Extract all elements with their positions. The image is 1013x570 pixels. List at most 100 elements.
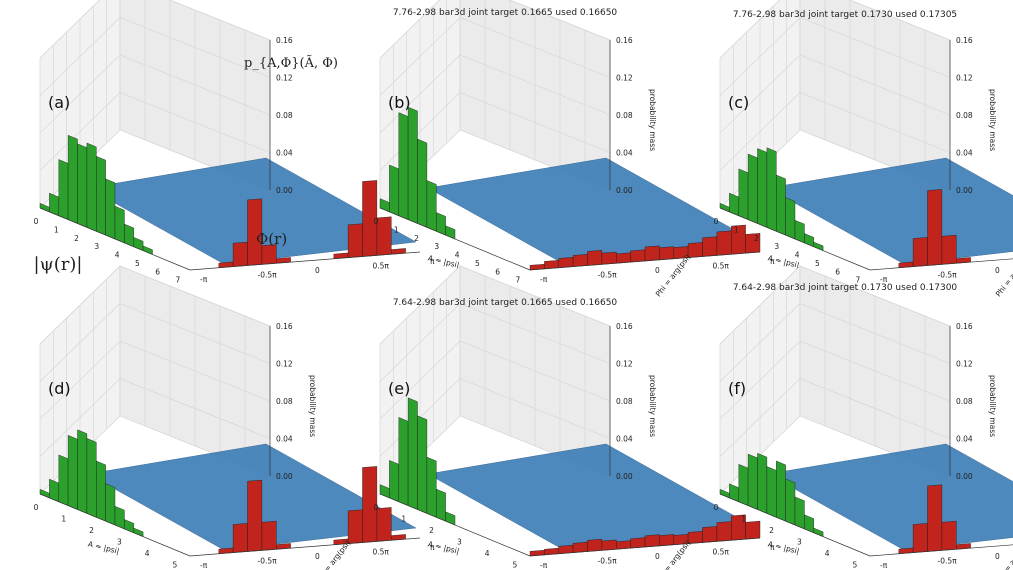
amplitude-tick-label: 1 <box>54 225 59 234</box>
z-axis-label: probability mass <box>988 375 997 437</box>
phase-bar <box>687 242 703 258</box>
amplitude-tick-label: 1 <box>394 225 399 234</box>
amplitude-bar <box>785 478 796 526</box>
amplitude-tick-label: 5 <box>135 259 140 268</box>
amplitude-axis <box>719 207 871 271</box>
phase-bar <box>232 241 248 267</box>
amplitude-tick-label: 0 <box>34 217 39 226</box>
amplitude-tick-label: 4 <box>145 549 150 558</box>
amplitude-tick-label: 1 <box>401 514 406 523</box>
amplitude-bar <box>407 397 418 510</box>
amplitude-bar <box>766 466 777 518</box>
z-tick-label: 0.12 <box>276 74 293 83</box>
chart-title: 7.76-2.98 bar3d joint target 0.1730 used… <box>733 10 957 20</box>
amplitude-tick-label: 0 <box>374 217 379 226</box>
amplitude-tick-label: 2 <box>429 526 434 535</box>
phase-tick-label: 0 <box>995 266 1000 275</box>
phase-bar <box>644 534 660 548</box>
phase-bar <box>616 252 631 264</box>
phase-axis <box>529 537 761 557</box>
phase-tick-label: 0 <box>655 266 660 275</box>
panel-label: (a) <box>48 93 70 112</box>
phase-axis <box>529 251 761 271</box>
amplitude-tick-label: 7 <box>516 276 521 285</box>
phase-bar <box>912 237 928 267</box>
z-tick-label: 0.16 <box>616 36 633 45</box>
phase-bar <box>376 216 392 256</box>
amplitude-tick-label: 4 <box>825 549 830 558</box>
amplitude-bar <box>417 138 428 228</box>
phase-bar <box>659 534 674 547</box>
chart-panel-2: 0 1 2 3 4 5 6 7 -π -0.5π 0 0.5π π 0.00 0.04 0.08 0.12 0.1… <box>374 0 775 298</box>
amplitude-tick-label: 4 <box>485 549 490 558</box>
z-axis-label: p_{A,Φ}(Ã, Φ) <box>244 55 338 71</box>
z-tick-label: 0.12 <box>616 74 633 83</box>
phase-bar <box>587 250 603 266</box>
z-tick-label: 0.12 <box>276 360 293 369</box>
phase-tick-label: 0 <box>995 552 1000 561</box>
phase-tick-label: -0.5π <box>938 557 958 566</box>
amplitude-tick-label: 5 <box>512 560 517 569</box>
z-tick-label: 0.08 <box>276 397 293 406</box>
amplitude-bar <box>389 460 399 503</box>
phase-tick-label: π <box>770 543 775 552</box>
z-tick-label: 0.00 <box>276 186 293 195</box>
z-tick-label: 0.00 <box>616 472 633 481</box>
phase-bar <box>347 509 363 544</box>
phase-bar <box>630 249 646 263</box>
amplitude-bar <box>426 180 437 232</box>
amplitude-tick-label: 6 <box>835 267 840 276</box>
z-tick-label: 0.16 <box>956 322 973 331</box>
phase-tick-label: -π <box>200 561 208 570</box>
amplitude-tick-label: 3 <box>434 242 439 251</box>
amplitude-axis-label: A ≈ |psi| <box>767 539 800 555</box>
amplitude-tick-label: 3 <box>797 537 802 546</box>
z-tick-label: 0.08 <box>956 397 973 406</box>
amplitude-bar <box>114 205 125 244</box>
phase-tick-label: -0.5π <box>938 271 958 280</box>
chart-panel-3: 0 1 2 3 4 5 6 7 -π -0.5π 0 0.5π π 0.00 0.04 0.08 0.12 0.1… <box>714 0 1013 298</box>
amplitude-bar <box>417 415 428 514</box>
panel-label: (d) <box>48 379 71 398</box>
z-tick-label: 0.00 <box>956 186 973 195</box>
amplitude-tick-label: 3 <box>117 537 122 546</box>
amplitude-bar <box>785 197 796 240</box>
amplitude-bar <box>747 153 758 224</box>
amplitude-tick-label: 0 <box>374 503 379 512</box>
phase-bar <box>927 484 943 552</box>
amplitude-axis <box>39 493 191 557</box>
phase-tick-label: -0.5π <box>598 271 618 280</box>
z-axis-label: probability mass <box>648 375 657 437</box>
panel-label: (b) <box>388 93 411 112</box>
amplitude-tick-label: 2 <box>414 234 419 243</box>
phase-tick-label: 0.5π <box>373 548 390 557</box>
amplitude-bar <box>77 143 88 228</box>
amplitude-bar <box>729 483 739 503</box>
panel-label: (f) <box>728 379 746 398</box>
amplitude-tick-label: 6 <box>495 267 500 276</box>
amplitude-tick-label: 2 <box>74 234 79 243</box>
z-tick-label: 0.04 <box>616 435 633 444</box>
amplitude-bar <box>389 164 399 217</box>
phase-axis <box>869 544 1013 557</box>
probability-floor <box>767 443 1013 551</box>
phase-tick-label: π <box>430 543 435 552</box>
amplitude-tick-label: 0 <box>34 503 39 512</box>
phase-bar <box>927 189 943 266</box>
phase-tick-label: -0.5π <box>598 557 618 566</box>
amplitude-tick-label: 7 <box>856 276 861 285</box>
phase-tick-label: 0 <box>315 552 320 561</box>
amplitude-bar <box>142 245 153 255</box>
phase-bar <box>941 520 957 551</box>
phase-bar <box>644 245 660 262</box>
amplitude-tick-label: 0 <box>714 503 719 512</box>
z-tick-label: 0.08 <box>956 111 973 120</box>
amplitude-bar <box>766 147 777 232</box>
z-tick-label: 0.04 <box>956 435 973 444</box>
amplitude-bar <box>776 460 786 522</box>
amplitude-tick-label: 1 <box>741 514 746 523</box>
phase-tick-label: -0.5π <box>258 271 278 280</box>
phase-tick-label: -0.5π <box>258 557 278 566</box>
amplitude-bar <box>719 489 730 499</box>
amplitude-bar <box>738 464 749 506</box>
